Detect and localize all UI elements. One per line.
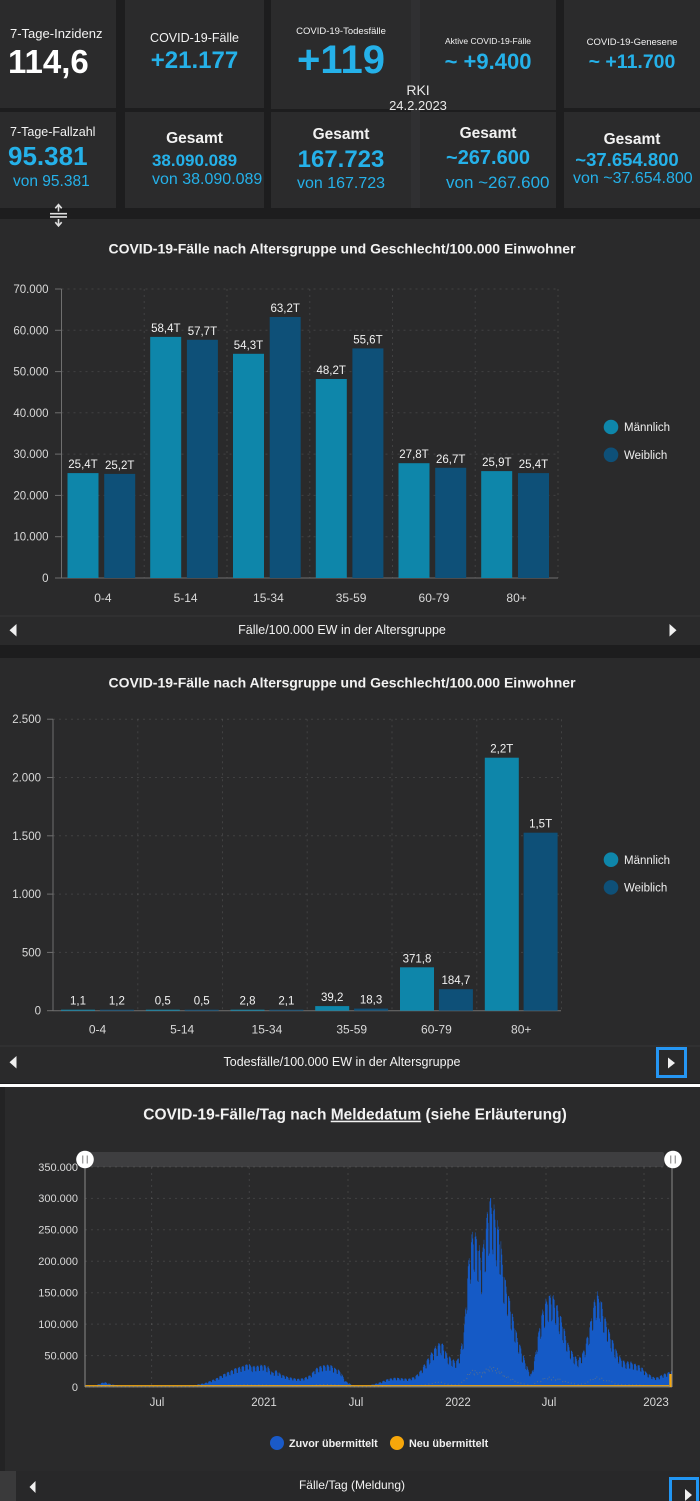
svg-text:Jul: Jul bbox=[150, 1397, 165, 1409]
svg-text:2023: 2023 bbox=[643, 1397, 669, 1409]
svg-text:0: 0 bbox=[42, 573, 48, 585]
svg-text:500: 500 bbox=[22, 947, 41, 959]
svg-text:55,6T: 55,6T bbox=[353, 334, 382, 346]
svg-text:63,2T: 63,2T bbox=[270, 303, 299, 315]
svg-text:40.000: 40.000 bbox=[13, 408, 48, 420]
svg-text:25,4T: 25,4T bbox=[68, 459, 97, 471]
svg-text:25,2T: 25,2T bbox=[105, 460, 134, 472]
svg-text:300.000: 300.000 bbox=[38, 1193, 78, 1205]
svg-text:371,8: 371,8 bbox=[403, 953, 432, 965]
svg-text:27,8T: 27,8T bbox=[399, 449, 428, 461]
svg-text:1.000: 1.000 bbox=[12, 889, 41, 901]
svg-text:2022: 2022 bbox=[445, 1397, 471, 1409]
svg-text:50.000: 50.000 bbox=[13, 367, 48, 379]
svg-text:35-59: 35-59 bbox=[336, 1023, 367, 1037]
svg-text:Todesfälle/100.000 EW in der A: Todesfälle/100.000 EW in der Altersgrupp… bbox=[224, 1055, 461, 1069]
svg-text:Männlich: Männlich bbox=[624, 855, 670, 867]
svg-text:2021: 2021 bbox=[251, 1397, 277, 1409]
svg-text:Jul: Jul bbox=[349, 1397, 364, 1409]
svg-text:1,1: 1,1 bbox=[70, 996, 86, 1008]
svg-text:Jul: Jul bbox=[542, 1397, 557, 1409]
svg-text:35-59: 35-59 bbox=[336, 591, 367, 605]
svg-text:Männlich: Männlich bbox=[624, 422, 670, 434]
svg-text:80+: 80+ bbox=[511, 1023, 531, 1037]
svg-text:250.000: 250.000 bbox=[38, 1225, 78, 1237]
svg-text:Zuvor übermittelt: Zuvor übermittelt bbox=[289, 1438, 378, 1450]
svg-text:0-4: 0-4 bbox=[89, 1023, 107, 1037]
svg-text:100.000: 100.000 bbox=[38, 1319, 78, 1331]
svg-text:58,4T: 58,4T bbox=[151, 323, 180, 335]
svg-text:70.000: 70.000 bbox=[13, 284, 48, 296]
svg-text:60-79: 60-79 bbox=[421, 1023, 452, 1037]
svg-text:25,4T: 25,4T bbox=[519, 459, 548, 471]
svg-text:2.000: 2.000 bbox=[12, 773, 41, 785]
svg-text:60.000: 60.000 bbox=[13, 325, 48, 337]
svg-text:57,7T: 57,7T bbox=[188, 326, 217, 338]
svg-text:0,5: 0,5 bbox=[155, 996, 171, 1008]
svg-text:200.000: 200.000 bbox=[38, 1256, 78, 1268]
svg-text:COVID-19-Fälle/Tag nach Melded: COVID-19-Fälle/Tag nach Meldedatum (sieh… bbox=[143, 1107, 566, 1124]
svg-text:350.000: 350.000 bbox=[38, 1162, 78, 1174]
svg-text:150.000: 150.000 bbox=[38, 1288, 78, 1300]
svg-text:1,5T: 1,5T bbox=[529, 819, 552, 831]
svg-text:20.000: 20.000 bbox=[13, 490, 48, 502]
svg-text:Fälle/100.000 EW in der Alters: Fälle/100.000 EW in der Altersgruppe bbox=[238, 623, 446, 637]
svg-text:0: 0 bbox=[35, 1006, 41, 1018]
svg-text:2.500: 2.500 bbox=[12, 714, 41, 726]
svg-text:COVID-19-Fälle nach Altersgrup: COVID-19-Fälle nach Altersgruppe und Ges… bbox=[108, 241, 576, 257]
svg-text:48,2T: 48,2T bbox=[316, 365, 345, 377]
svg-text:1.500: 1.500 bbox=[12, 831, 41, 843]
svg-text:Weiblich: Weiblich bbox=[624, 883, 667, 895]
svg-text:50.000: 50.000 bbox=[44, 1350, 78, 1362]
svg-text:1,2: 1,2 bbox=[109, 996, 125, 1008]
svg-text:18,3: 18,3 bbox=[360, 995, 382, 1007]
svg-text:184,7: 184,7 bbox=[442, 975, 471, 987]
svg-text:10.000: 10.000 bbox=[13, 532, 48, 544]
svg-text:2,8: 2,8 bbox=[240, 996, 256, 1008]
svg-text:0: 0 bbox=[72, 1382, 78, 1394]
svg-text:Weiblich: Weiblich bbox=[624, 450, 667, 462]
svg-text:0-4: 0-4 bbox=[94, 591, 112, 605]
svg-text:Fälle/Tag (Meldung): Fälle/Tag (Meldung) bbox=[299, 1478, 405, 1492]
svg-text:60-79: 60-79 bbox=[419, 591, 450, 605]
svg-text:15-34: 15-34 bbox=[253, 591, 284, 605]
svg-text:5-14: 5-14 bbox=[170, 1023, 194, 1037]
svg-text:26,7T: 26,7T bbox=[436, 454, 465, 466]
svg-text:15-34: 15-34 bbox=[252, 1023, 283, 1037]
svg-text:80+: 80+ bbox=[506, 591, 526, 605]
svg-text:Neu übermittelt: Neu übermittelt bbox=[409, 1438, 489, 1450]
svg-text:COVID-19-Fälle nach Altersgrup: COVID-19-Fälle nach Altersgruppe und Ges… bbox=[108, 675, 576, 691]
svg-text:2,2T: 2,2T bbox=[490, 744, 513, 756]
svg-text:39,2: 39,2 bbox=[321, 992, 343, 1004]
svg-text:0,5: 0,5 bbox=[194, 996, 210, 1008]
svg-text:30.000: 30.000 bbox=[13, 449, 48, 461]
svg-text:5-14: 5-14 bbox=[174, 591, 198, 605]
svg-text:25,9T: 25,9T bbox=[482, 457, 511, 469]
svg-text:2,1: 2,1 bbox=[278, 996, 294, 1008]
svg-text:54,3T: 54,3T bbox=[234, 340, 263, 352]
